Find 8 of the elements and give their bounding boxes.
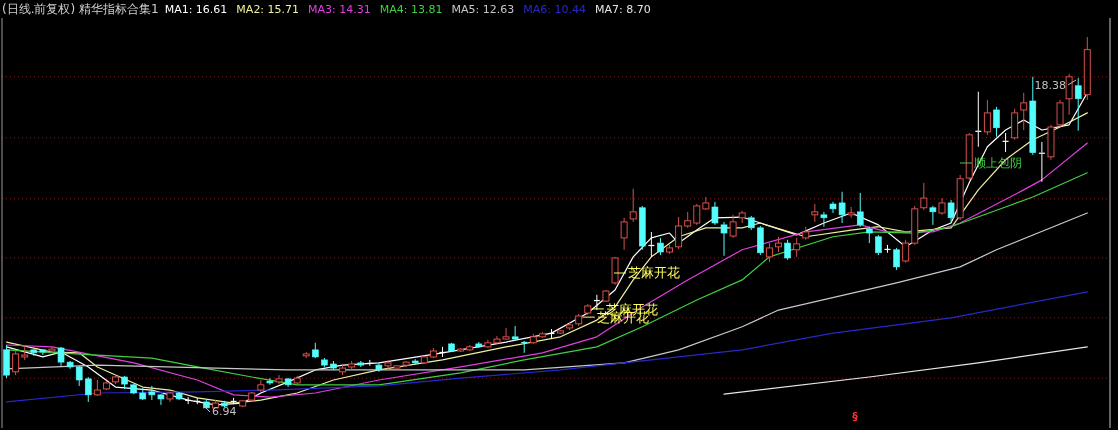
- title: (日线.前复权) 精华指标合集1: [2, 2, 159, 16]
- annotation: 芝麻开花: [613, 265, 680, 280]
- annotation: 6.94: [212, 405, 237, 418]
- annotation: 6.94: [203, 405, 237, 418]
- annotation: 芝麻开花: [628, 265, 680, 280]
- annotation: 18.38: [1034, 79, 1077, 92]
- annotation: 18.38: [1034, 79, 1066, 92]
- annotation: §: [852, 410, 858, 423]
